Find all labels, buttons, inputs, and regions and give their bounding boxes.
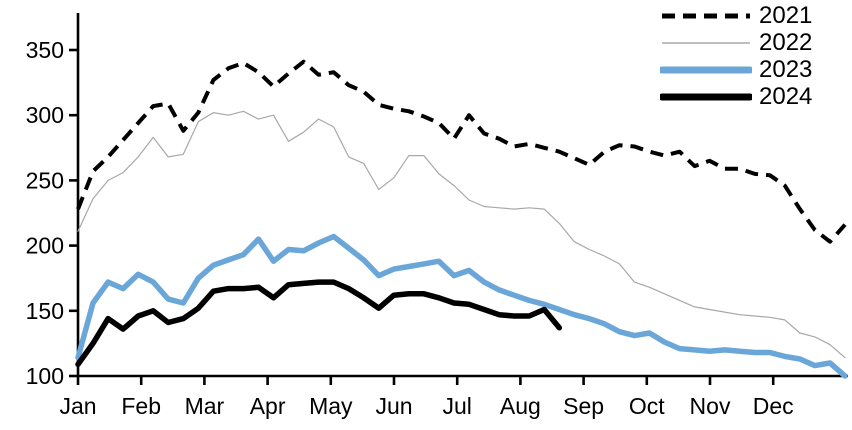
- legend-item-2021: 2021: [660, 2, 812, 29]
- x-axis-tick-label: Sep: [563, 393, 604, 419]
- legend-label-2021: 2021: [759, 1, 813, 29]
- legend-line-sample-2022: [662, 41, 750, 44]
- legend-item-2023: 2023: [660, 56, 812, 83]
- series-lines: [75, 59, 848, 379]
- y-axis-tick-label: 350: [26, 37, 64, 63]
- series-line-2022: [77, 110, 846, 359]
- y-axis-tick-label: 150: [26, 298, 64, 324]
- legend-item-2024: 2024: [660, 83, 812, 110]
- y-axis-tick-label: 200: [26, 233, 64, 259]
- x-axis-tick-label: Jul: [442, 393, 471, 419]
- x-axis-tick-label: Jan: [59, 393, 96, 419]
- legend-item-2022: 2022: [660, 29, 812, 56]
- x-axis-tick-label: Dec: [753, 393, 794, 419]
- series-line-2023: [75, 233, 848, 379]
- y-axis-tick-label: 250: [26, 167, 64, 193]
- legend-line-sample-2021: [662, 13, 750, 18]
- x-axis-tick-label: Mar: [185, 393, 225, 419]
- x-axis-tick-label: Feb: [121, 393, 161, 419]
- y-axis-tick-label: 300: [26, 102, 64, 128]
- legend-line-sample-2023: [660, 66, 752, 73]
- x-axis-tick-label: Oct: [629, 393, 665, 419]
- legend-line-sample-2024: [660, 93, 752, 100]
- series-line-2024: [75, 279, 563, 368]
- legend-label-2022: 2022: [759, 28, 813, 56]
- x-axis-tick-label: Nov: [690, 393, 731, 419]
- legend: 2021 2022 2023 2024: [660, 2, 812, 110]
- y-axis-tick-label: 100: [26, 363, 64, 389]
- axes: 100 150 200 250 300 350 Jan Feb Mar Apr May Jun Jul A…: [26, 13, 848, 419]
- series-line-2021: [76, 59, 847, 244]
- x-axis-tick-label: May: [309, 393, 353, 419]
- legend-label-2023: 2023: [759, 55, 813, 83]
- x-axis-tick-label: Jun: [375, 393, 412, 419]
- x-axis-tick-label: Apr: [250, 393, 286, 419]
- legend-label-2024: 2024: [759, 82, 813, 110]
- x-axis-tick-label: Aug: [500, 393, 541, 419]
